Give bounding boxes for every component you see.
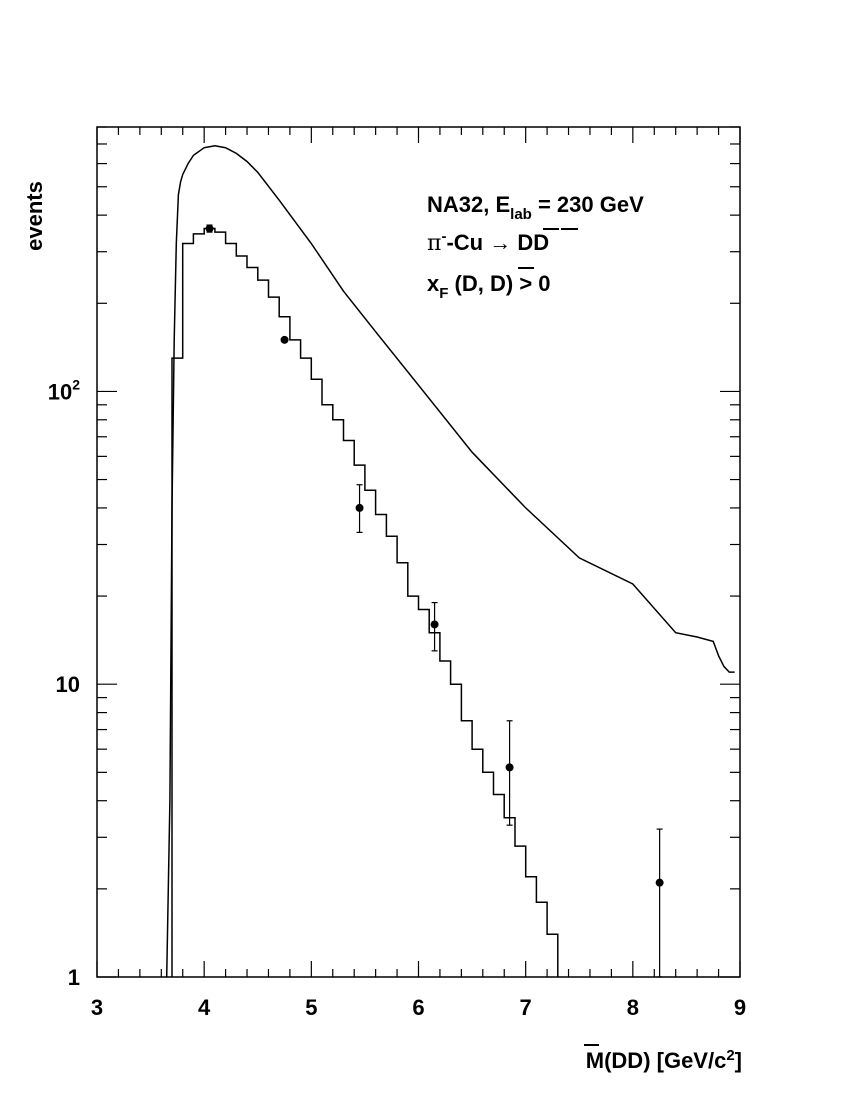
x-tick-label: 3	[91, 995, 103, 1020]
x-tick-label: 4	[198, 995, 211, 1020]
x-tick-label: 6	[412, 995, 424, 1020]
y-axis-label: events	[22, 181, 47, 251]
annotation-line-2: π--Cu → DD	[427, 228, 549, 256]
data-point	[205, 224, 214, 233]
annotation-line-3: xF (D, D) > 0	[427, 271, 551, 302]
y-tick-label: 1	[68, 965, 80, 990]
theory-curve-line	[165, 145, 735, 978]
data-point	[655, 878, 664, 887]
data-point	[355, 503, 364, 512]
plot-frame	[96, 126, 741, 978]
data-point	[430, 620, 439, 629]
y-tick-label: 102	[48, 376, 80, 404]
y-tick-label: 10	[56, 672, 80, 697]
x-tick-label: 7	[520, 995, 532, 1020]
x-tick-label: 9	[734, 995, 746, 1020]
mc-histogram-line	[171, 227, 559, 977]
x-tick-label: 5	[305, 995, 317, 1020]
x-axis-label: M(DD) [GeV/c2]	[586, 1047, 742, 1074]
data-point	[280, 335, 289, 344]
x-tick-label: 8	[627, 995, 639, 1020]
x-axis-label-dbar: D	[627, 1048, 643, 1073]
annotation-line-1: NA32, Elab = 230 GeV	[427, 192, 644, 223]
data-point	[505, 763, 514, 772]
